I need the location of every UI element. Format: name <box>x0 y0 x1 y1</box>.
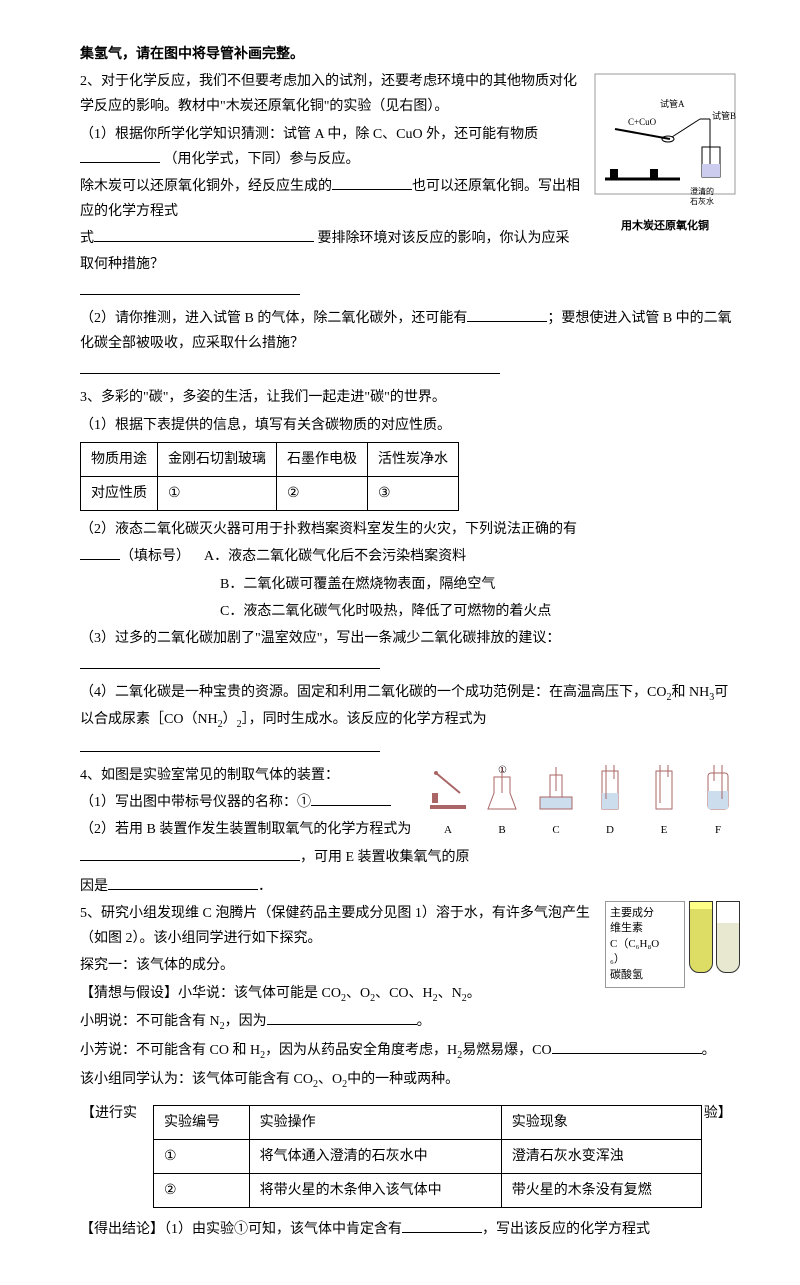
q5-group: 该小组同学认为：该气体可能含有 CO2、O2中的一种或两种。 <box>80 1067 740 1094</box>
q3-4: （4）二氧化碳是一种宝贵的资源。固定和利用二氧化碳的一个成功范例是：在高温高压下… <box>80 680 740 734</box>
q3-table: 物质用途 金刚石切割玻璃 石墨作电极 活性炭净水 对应性质 ① ② ③ <box>80 442 459 511</box>
svg-text:试管B: 试管B <box>712 110 736 121</box>
svg-text:C+CuO: C+CuO <box>628 117 657 127</box>
q3-optC: C．液态二氧化碳气化时吸热，降低了可燃物的着火点 <box>220 599 740 624</box>
line-collect-h2: 集氢气，请在图中将导管补画完整。 <box>80 42 740 67</box>
fig-vc-tablet: 主要成分 维生素 C（C₆H₈O ₆） 碳酸氢 <box>605 901 740 988</box>
q3-3: （3）过多的二氧化碳加剧了"温室效应"，写出一条减少二氧化碳排放的建议： <box>80 626 740 651</box>
q3-2: （2）液态二氧化碳灭火器可用于扑救档案资料室发生的火灾，下列说法正确的有 <box>80 517 740 542</box>
fig-caption: 用木炭还原氧化铜 <box>590 217 740 237</box>
apparatus-figure: A ①B C D E F <box>426 763 740 841</box>
q3-optB: B．二氧化碳可覆盖在燃烧物表面，隔绝空气 <box>220 572 740 597</box>
q5-fang: 小芳说：不可能含有 CO 和 H2，因为从药品安全角度考虑，H2易燃易爆，CO。 <box>80 1038 740 1065</box>
q4-2c: 因是． <box>80 874 740 899</box>
q2-2a: （2）请你推测，进入试管 B 的气体，除二氧化碳外，还可能有；要想使进入试管 B… <box>80 306 740 356</box>
carbon-reduction-svg: C+CuO 试管A 试管B 澄清的 石灰水 <box>590 69 740 209</box>
q3-1: （1）根据下表提供的信息，填写有关含碳物质的对应性质。 <box>80 413 740 438</box>
q5-conc: 【得出结论】（1）由实验①可知，该气体中肯定含有，写出该反应的化学方程式 <box>80 1217 740 1242</box>
svg-text:澄清的: 澄清的 <box>690 186 714 196</box>
q5-ming: 小明说：不可能含有 N2，因为。 <box>80 1009 740 1036</box>
q5-exp-table: 实验编号实验操作实验现象 ①将气体通入澄清的石灰水中澄清石灰水变浑浊 ②将带火星… <box>153 1105 702 1209</box>
figure-carbon-reduction: C+CuO 试管A 试管B 澄清的 石灰水 用木炭还原氧化铜 <box>590 69 740 237</box>
svg-text:试管A: 试管A <box>660 98 685 109</box>
svg-text:石灰水: 石灰水 <box>690 196 714 206</box>
q5-wrap-table: 【进行实 实验编号实验操作实验现象 ①将气体通入澄清的石灰水中澄清石灰水变浑浊 … <box>80 1100 740 1214</box>
q3-intro: 3、多彩的"碳"，多姿的生活，让我们一起走进"碳"的世界。 <box>80 385 740 410</box>
